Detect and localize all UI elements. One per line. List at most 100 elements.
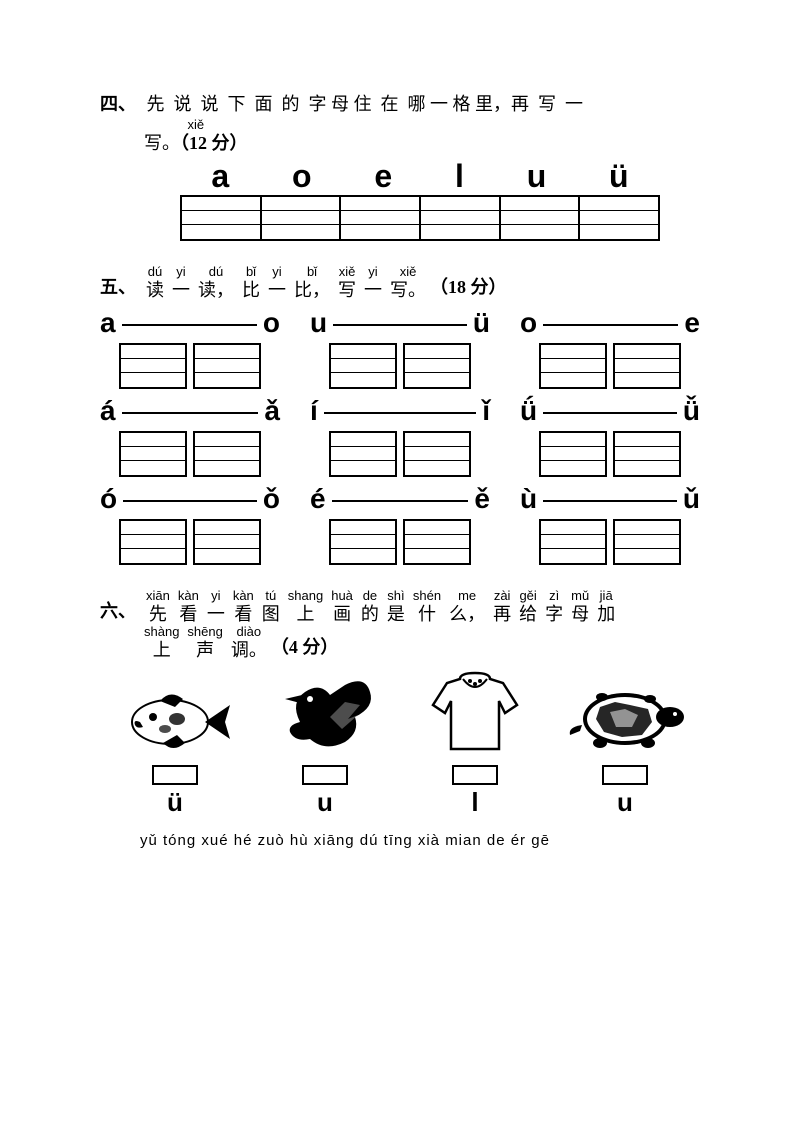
grid-pair — [119, 519, 261, 565]
ruby-segment: yi一 — [207, 589, 225, 625]
pair-block: ǘǚ — [520, 395, 700, 477]
dash — [324, 412, 476, 414]
section-6-number: 六、 — [100, 601, 136, 621]
pair-block: áǎ — [100, 395, 280, 477]
grid-col — [182, 197, 262, 239]
grid-pair — [539, 343, 681, 389]
ruby-hanzi: 比 — [242, 279, 260, 301]
ruby-segment: shàng上 — [144, 625, 179, 661]
image-item: ü — [105, 667, 245, 818]
pair-left: é — [310, 483, 326, 515]
ruby-hanzi: 比， — [294, 279, 330, 301]
image-wrap — [115, 667, 235, 757]
section-4-letter-row: a o e l u ü — [180, 158, 660, 195]
dash — [123, 500, 257, 502]
grid-pair — [329, 343, 471, 389]
section-5-points: （18 分） — [430, 277, 507, 297]
ruby-hanzi: 先 — [146, 603, 170, 625]
ruby-hanzi: 读， — [198, 279, 234, 301]
section-5-heading: 五、dú读yi一dú读，bǐ比yi一bǐ比，xiě写yi一xiě写。（18 分） — [100, 265, 700, 301]
writing-grid — [329, 431, 397, 477]
pair-block: éě — [310, 483, 490, 565]
ruby-pinyin: bǐ — [242, 265, 260, 279]
pair-row: óǒéěùǔ — [100, 483, 700, 565]
ruby-hanzi: 一 — [207, 603, 225, 625]
section-6-heading-line2: shàng上shēng声diào调。（4 分） — [140, 625, 700, 661]
ruby-hanzi: 读 — [146, 279, 164, 301]
answer-letter: l — [471, 787, 478, 818]
grid-pair — [539, 431, 681, 477]
ruby-segment: diào调。 — [231, 625, 267, 661]
grid-col — [262, 197, 342, 239]
ruby-segment: shì是 — [387, 589, 405, 625]
ruby-segment: kàn看 — [178, 589, 199, 625]
section-4-number: 四、 — [100, 94, 136, 114]
section-4-heading-line2: xiě 写。（12 分） — [140, 118, 700, 154]
section-5: 五、dú读yi一dú读，bǐ比yi一bǐ比，xiě写yi一xiě写。（18 分）… — [100, 265, 700, 565]
ruby-pinyin: yi — [268, 265, 286, 279]
pair-left: ó — [100, 483, 117, 515]
answer-box — [452, 765, 498, 785]
ruby-pinyin: yi — [364, 265, 382, 279]
grid-col — [421, 197, 501, 239]
ruby-pinyin: dú — [146, 265, 164, 279]
image-wrap — [425, 667, 525, 757]
pair-right: o — [263, 307, 280, 339]
ruby-segment: yi一 — [364, 265, 382, 301]
pair-row: aouüoe — [100, 307, 700, 389]
pair-label: ao — [100, 307, 280, 339]
pair-left: ǘ — [520, 395, 537, 427]
dash — [122, 412, 259, 414]
answer-letter: u — [617, 787, 633, 818]
ruby-hanzi: 上 — [288, 603, 323, 625]
pair-label: oe — [520, 307, 700, 339]
image-wrap — [270, 667, 380, 757]
grid-col — [341, 197, 421, 239]
footer-pinyin: yǔ tóng xué hé zuò hù xiāng dú tīng xià … — [140, 832, 700, 849]
letter: l — [455, 158, 464, 195]
ruby-pinyin: gěi — [519, 589, 537, 603]
ruby-pinyin: kàn — [178, 589, 199, 603]
pair-left: á — [100, 395, 116, 427]
section-4-points: （12 分） — [180, 133, 248, 153]
writing-grid — [193, 343, 261, 389]
writing-grid — [403, 519, 471, 565]
letter: u — [527, 158, 547, 195]
section-6-images: üulu — [100, 667, 700, 818]
ruby-segment: tú图 — [262, 589, 280, 625]
ruby-hanzi: 一 — [364, 279, 382, 301]
grid-pair — [329, 519, 471, 565]
ruby-hanzi: 加 — [597, 603, 615, 625]
ruby-hanzi: 图 — [262, 603, 280, 625]
ruby-segment: me么， — [449, 589, 485, 625]
pair-label: ùǔ — [520, 483, 700, 515]
pair-right: ě — [474, 483, 490, 515]
pair-block: ùǔ — [520, 483, 700, 565]
ruby-segment: shēng声 — [187, 625, 222, 661]
ruby-pinyin: dú — [198, 265, 234, 279]
ruby-pinyin: mǔ — [571, 589, 589, 603]
section-5-number: 五、 — [100, 277, 136, 297]
ruby-hanzi: 看 — [178, 603, 199, 625]
ruby-hanzi: 看 — [233, 603, 254, 625]
ruby-pinyin: tú — [262, 589, 280, 603]
ruby-segment: yi一 — [172, 265, 190, 301]
dash — [543, 324, 678, 326]
ruby-segment: bǐ比， — [294, 265, 330, 301]
grid-pair — [539, 519, 681, 565]
ruby-segment: zài再 — [493, 589, 511, 625]
answer-box — [152, 765, 198, 785]
ruby-pinyin: de — [361, 589, 379, 603]
ruby-segment: shén什 — [413, 589, 441, 625]
ruby-pinyin: diào — [231, 625, 267, 639]
pair-label: íǐ — [310, 395, 490, 427]
ruby-pinyin: xiě — [144, 118, 248, 132]
ruby-pinyin: xiě — [338, 265, 356, 279]
pair-left: o — [520, 307, 537, 339]
ruby-segment: de的 — [361, 589, 379, 625]
ruby-pinyin: me — [449, 589, 485, 603]
pair-label: ǘǚ — [520, 395, 700, 427]
answer-letter: u — [317, 787, 333, 818]
ruby-pinyin: xiě — [390, 265, 426, 279]
writing-grid — [119, 343, 187, 389]
